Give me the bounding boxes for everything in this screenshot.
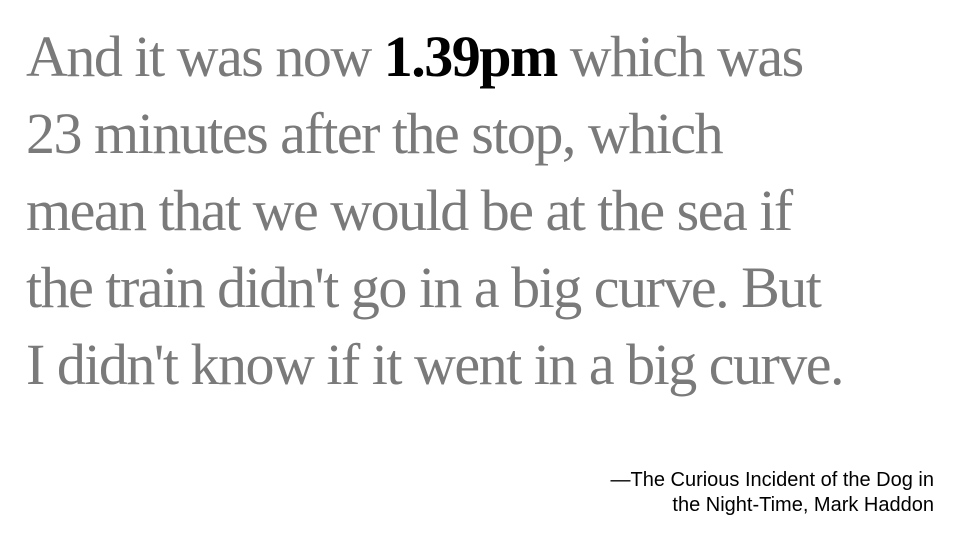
quote-block: And it was now 1.39pm which was 23 minut…	[26, 18, 946, 403]
quote-line-1-end: which was	[556, 24, 804, 89]
quote-line-3: mean that we would be at the sea if	[26, 178, 793, 243]
attribution-line-2: the Night-Time, Mark Haddon	[672, 494, 934, 516]
quote-line-1-start: And it was now	[26, 24, 384, 89]
attribution-line-1: —The Curious Incident of the Dog in	[610, 469, 934, 491]
quote-line-5: I didn't know if it went in a big curve.	[26, 332, 845, 397]
quote-line-1: And it was now 1.39pm which was	[26, 18, 946, 95]
time-highlight: 1.39pm	[383, 24, 559, 89]
quote-line-2: 23 minutes after the stop, which	[26, 101, 724, 166]
quote-line-4: the train didn't go in a big curve. But	[26, 255, 822, 320]
attribution: —The Curious Incident of the Dog in the …	[494, 468, 934, 518]
